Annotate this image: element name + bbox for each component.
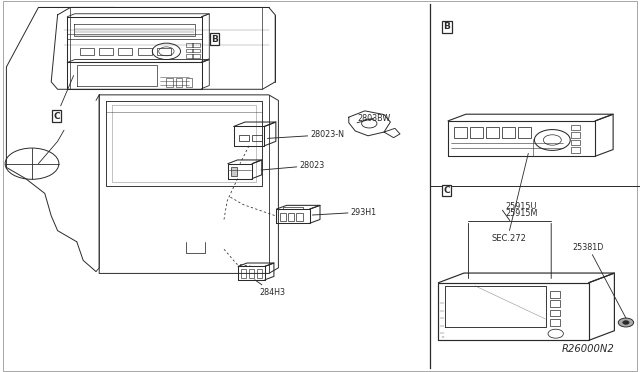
Text: 25915M: 25915M [506, 209, 538, 218]
Bar [518, 127, 531, 138]
Bar [231, 167, 237, 176]
Bar [186, 78, 192, 87]
Bar [502, 127, 515, 138]
Bar [80, 48, 94, 55]
Text: R26000N2: R26000N2 [562, 344, 614, 354]
Circle shape [618, 318, 634, 327]
Text: 28023: 28023 [261, 161, 324, 170]
Circle shape [623, 321, 629, 324]
Bar [138, 48, 152, 55]
Bar [550, 300, 560, 307]
Bar [571, 125, 580, 130]
Bar [192, 54, 200, 58]
Bar [186, 54, 193, 58]
Bar [486, 127, 499, 138]
Bar [296, 213, 303, 221]
Text: B: B [211, 35, 218, 44]
Text: 293H1: 293H1 [312, 208, 377, 217]
Bar [239, 135, 249, 141]
Bar [252, 135, 262, 141]
Bar [186, 43, 193, 47]
Bar [280, 213, 286, 221]
Bar [249, 269, 254, 278]
Bar [257, 269, 262, 278]
Bar [192, 43, 200, 47]
Bar [166, 78, 173, 87]
Text: 284H3: 284H3 [255, 280, 285, 296]
Text: 25915U: 25915U [506, 202, 538, 211]
Bar [550, 310, 560, 316]
Text: 28023-N: 28023-N [268, 130, 344, 139]
Bar [454, 127, 467, 138]
Bar [550, 291, 560, 298]
Text: C: C [53, 112, 60, 121]
Bar [186, 49, 193, 52]
Bar [99, 48, 113, 55]
Bar [288, 213, 294, 221]
Bar [470, 127, 483, 138]
Text: 25381D: 25381D [573, 243, 626, 318]
Text: C: C [444, 186, 450, 195]
Bar [571, 147, 580, 153]
Bar [157, 48, 171, 55]
Text: 2803BW: 2803BW [357, 114, 390, 123]
Bar [176, 78, 182, 87]
Bar [192, 49, 200, 52]
Bar [118, 48, 132, 55]
Bar [571, 132, 580, 138]
Bar [550, 319, 560, 326]
Bar [241, 269, 246, 278]
Bar [571, 140, 580, 145]
Text: B: B [444, 22, 450, 31]
Text: SEC.272: SEC.272 [492, 234, 526, 243]
